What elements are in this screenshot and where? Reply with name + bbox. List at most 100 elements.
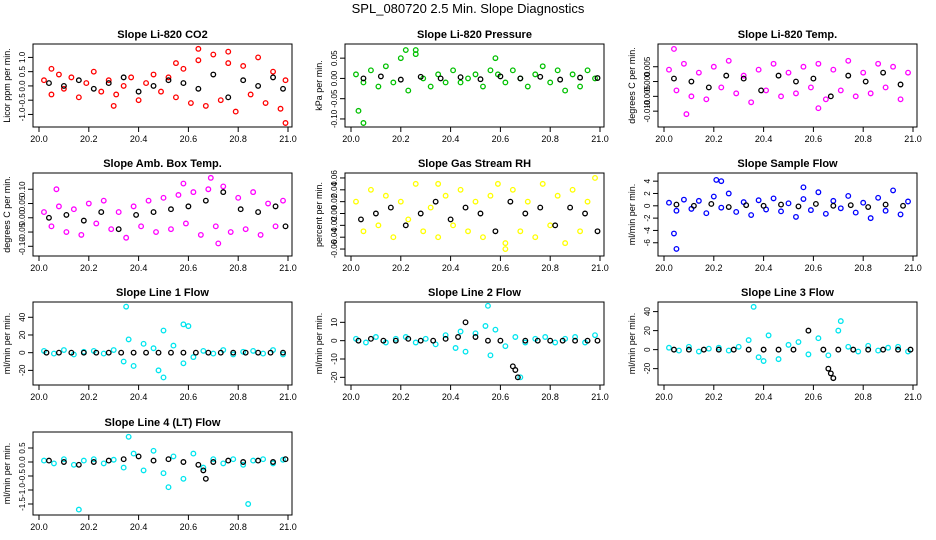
x-tick-label: 20.0 [30, 134, 48, 144]
data-point [257, 231, 264, 238]
data-point [105, 80, 112, 87]
x-tick-label: 20.8 [229, 392, 247, 402]
data-point [457, 328, 464, 335]
data-point [130, 363, 137, 369]
data-point [517, 374, 524, 381]
data-point [118, 349, 125, 356]
data-point [569, 186, 576, 193]
x-tick-label: 20.8 [229, 263, 247, 273]
data-point [200, 464, 207, 471]
x-tick-label: 20.6 [180, 522, 198, 532]
data-point [48, 91, 55, 98]
data-point [897, 211, 904, 218]
data-point [240, 77, 247, 84]
data-point [123, 234, 130, 241]
data-point [70, 461, 77, 468]
data-point [837, 318, 844, 325]
data-point [205, 186, 212, 193]
data-point [155, 349, 162, 356]
data-point [882, 201, 889, 208]
series-2-5min [46, 189, 289, 233]
data-point [865, 342, 872, 349]
y-tick-label: -0.010 [643, 99, 652, 122]
data-point [105, 457, 112, 464]
data-point [502, 246, 509, 252]
y-tick-label: -1.0 [18, 483, 27, 497]
data-point [723, 72, 730, 79]
data-point [733, 209, 740, 215]
data-point [509, 67, 516, 74]
data-point [805, 327, 812, 334]
data-point [685, 346, 692, 353]
y-tick-label: -0.005 [643, 84, 652, 107]
panel-1: Slope Li-820 CO2 Licor ppm per min. 20.0 20… [2, 29, 297, 144]
y-tick-label: 40 [18, 312, 27, 321]
data-point [255, 82, 262, 89]
x-tick-label: 20.2 [80, 522, 98, 532]
data-point [480, 234, 486, 241]
data-point [180, 360, 187, 367]
x-tick-label: 21.0 [904, 392, 922, 402]
panel-7: Slope Line 1 Flow ml/min per min. 20.0 20.2… [2, 287, 297, 402]
data-point [115, 226, 122, 233]
data-point [215, 240, 222, 247]
data-point [397, 198, 404, 205]
data-point [890, 187, 897, 194]
data-point [200, 467, 207, 474]
data-point [247, 91, 254, 98]
data-point [457, 186, 464, 193]
y-tick-label: 0.05 [18, 195, 27, 211]
y-axis-label: kPa per min. [314, 60, 324, 111]
data-point [412, 180, 419, 187]
data-point [905, 198, 911, 205]
data-point [60, 347, 67, 353]
y-axis-label: ml/min per min. [627, 313, 637, 375]
data-point [180, 65, 187, 72]
data-point [735, 343, 742, 350]
data-point [90, 459, 97, 465]
data-point [187, 100, 194, 106]
data-point [397, 55, 404, 62]
data-point [120, 464, 127, 471]
data-point [442, 335, 449, 342]
data-point [867, 215, 874, 222]
data-point [250, 189, 257, 196]
data-point [547, 337, 554, 344]
data-point [477, 76, 484, 83]
x-tick-label: 20.0 [342, 263, 360, 273]
data-point [740, 75, 747, 82]
data-point [242, 226, 249, 233]
data-point [63, 211, 70, 218]
data-point [462, 204, 469, 211]
data-point [150, 82, 157, 89]
data-point [718, 84, 725, 91]
data-point [835, 346, 842, 353]
data-point [282, 120, 289, 126]
data-point [765, 332, 772, 339]
y-tick-label: 0.5 [18, 66, 27, 78]
x-tick-label: 20.6 [180, 392, 198, 402]
data-point [845, 343, 852, 350]
data-point [671, 230, 677, 237]
data-point [250, 457, 257, 464]
data-point [733, 90, 740, 97]
y-axis-label: percent per min. [314, 182, 324, 247]
panel-title: Slope Line 4 (LT) Flow [105, 417, 221, 429]
data-point [457, 74, 464, 81]
data-point [770, 60, 777, 67]
data-point [805, 351, 812, 358]
data-point [592, 332, 598, 339]
data-point [355, 337, 362, 344]
data-point [905, 69, 911, 76]
data-point [260, 456, 267, 463]
data-point [265, 200, 272, 207]
data-point [477, 210, 484, 217]
data-point [472, 330, 479, 337]
data-point [90, 85, 97, 92]
data-point [715, 344, 722, 351]
data-point [390, 79, 397, 86]
data-point [755, 66, 762, 73]
data-point [180, 80, 187, 87]
data-point [688, 93, 695, 100]
series-2-5min [673, 201, 906, 210]
